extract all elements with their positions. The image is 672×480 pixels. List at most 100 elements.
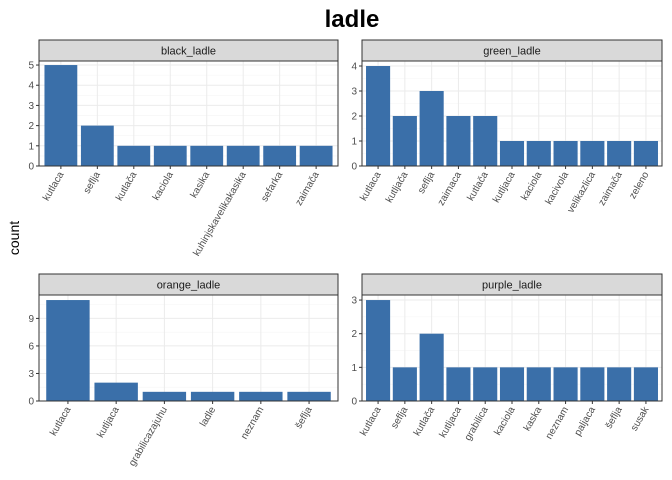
x-tick-label: kaciola — [151, 170, 176, 203]
y-tick-label: 1 — [351, 363, 357, 374]
y-tick-label: 3 — [351, 87, 357, 98]
x-tick-label: grabilica — [463, 405, 491, 443]
bar-orange_ladle-1 — [94, 382, 138, 401]
x-tick-label: grabilicazajuhu — [127, 405, 170, 468]
y-tick-label: 1 — [351, 137, 357, 148]
x-tick-label: kutlaca — [48, 405, 74, 438]
bar-orange_ladle-2 — [142, 391, 187, 401]
bar-green_ladle-7 — [553, 141, 578, 166]
y-tick-label: 0 — [28, 162, 34, 173]
bar-orange_ladle-5 — [287, 391, 331, 401]
x-tick-label: kutljaca — [95, 405, 122, 440]
x-tick-label: kutlaca — [358, 170, 384, 203]
bar-purple_ladle-6 — [526, 367, 551, 401]
facet-strip — [361, 39, 663, 62]
facet-strip — [38, 39, 339, 62]
x-tick-label: seflja — [389, 405, 410, 431]
y-tick-label: 0 — [28, 397, 34, 408]
y-tick-label: 0 — [351, 162, 357, 173]
facet-strip-label: orange_ladle — [157, 280, 221, 292]
bar-black_ladle-4 — [190, 145, 224, 166]
y-tick-label: 1 — [28, 141, 34, 152]
x-tick-label: paljaca — [573, 405, 599, 438]
bar-purple_ladle-7 — [553, 367, 578, 401]
bar-black_ladle-7 — [299, 145, 333, 166]
x-tick-label: kutlača — [114, 170, 140, 203]
bar-green_ladle-10 — [633, 141, 658, 166]
x-tick-label: kaciola — [493, 405, 518, 438]
x-tick-label: seflja — [416, 170, 437, 196]
y-tick-label: 6 — [28, 341, 34, 352]
bar-purple_ladle-8 — [580, 367, 605, 401]
x-tick-label: neznam — [544, 405, 571, 441]
facet-strip-label: green_ladle — [483, 46, 541, 58]
facet-strip-label: purple_ladle — [482, 280, 542, 292]
x-tick-label: šeflja — [604, 405, 625, 431]
x-tick-label: kutljača — [384, 170, 411, 205]
x-tick-label: kutlaca — [41, 170, 67, 203]
bar-black_ladle-6 — [263, 145, 297, 166]
bar-green_ladle-9 — [607, 141, 632, 166]
x-tick-label: kutlaca — [358, 405, 384, 438]
y-tick-label: 0 — [351, 397, 357, 408]
bar-orange_ladle-4 — [239, 391, 283, 401]
bar-green_ladle-4 — [473, 116, 498, 166]
bar-purple_ladle-10 — [633, 367, 658, 401]
x-tick-label: seflja — [82, 170, 103, 196]
bar-black_ladle-2 — [117, 145, 151, 166]
y-tick-label: 2 — [351, 329, 357, 340]
chart-title: ladle — [325, 6, 380, 33]
y-axis-label: count — [6, 221, 22, 255]
panel-orange_ladle: 0 3 6 9 kutlaca kutljaca grabilicazajuhu ladle n… — [28, 273, 339, 468]
bar-green_ladle-3 — [446, 116, 471, 166]
bar-green_ladle-1 — [392, 116, 417, 166]
x-tick-label: kutljaca — [491, 170, 518, 205]
bar-orange_ladle-3 — [190, 391, 235, 401]
x-tick-label: kutlača — [465, 170, 491, 203]
bar-black_ladle-5 — [226, 145, 260, 166]
x-tick-label: kutljaca — [438, 405, 465, 440]
bar-black_ladle-3 — [153, 145, 187, 166]
x-tick-label: kacivola — [544, 170, 572, 207]
x-tick-label: susak — [629, 404, 652, 433]
x-tick-label: kasika — [189, 170, 213, 200]
x-tick-label: neznam — [239, 405, 266, 441]
facet-strip — [38, 273, 339, 296]
y-tick-label: 3 — [28, 101, 34, 112]
bar-black_ladle-0 — [44, 65, 78, 166]
y-tick-label: 4 — [28, 81, 34, 92]
bar-purple_ladle-2 — [419, 333, 444, 401]
x-tick-label: zaimača — [597, 170, 625, 208]
y-tick-label: 3 — [351, 296, 357, 307]
x-tick-label: ladle — [198, 405, 218, 429]
bar-black_ladle-1 — [80, 125, 114, 166]
bar-orange_ladle-0 — [46, 300, 90, 401]
facet-strip-label: black_ladle — [161, 46, 216, 58]
bar-green_ladle-6 — [526, 141, 551, 166]
y-tick-label: 5 — [28, 61, 34, 72]
x-tick-label: kaciola — [519, 170, 544, 203]
y-tick-label: 4 — [351, 62, 357, 73]
bar-purple_ladle-9 — [607, 367, 632, 401]
x-tick-label: zeleno — [627, 170, 651, 201]
x-tick-label: zaimača — [294, 170, 322, 208]
bar-purple_ladle-3 — [446, 367, 471, 401]
y-tick-label: 2 — [28, 121, 34, 132]
y-tick-label: 9 — [28, 314, 34, 325]
bar-green_ladle-2 — [419, 91, 444, 166]
x-tick-label: zaimaca — [436, 170, 464, 208]
panel-purple_ladle: 0 1 2 3 kutlaca seflja kutlača kutljacagrabilic… — [351, 273, 663, 443]
x-tick-label: šeflja — [293, 405, 314, 431]
x-tick-label: sefarka — [259, 170, 285, 204]
y-tick-label: 2 — [351, 112, 357, 123]
bar-purple_ladle-5 — [499, 367, 525, 401]
y-tick-label: 3 — [28, 369, 34, 380]
facet-strip — [361, 273, 663, 296]
bar-green_ladle-8 — [580, 141, 605, 166]
bar-purple_ladle-4 — [473, 367, 498, 401]
bar-purple_ladle-0 — [366, 300, 391, 401]
